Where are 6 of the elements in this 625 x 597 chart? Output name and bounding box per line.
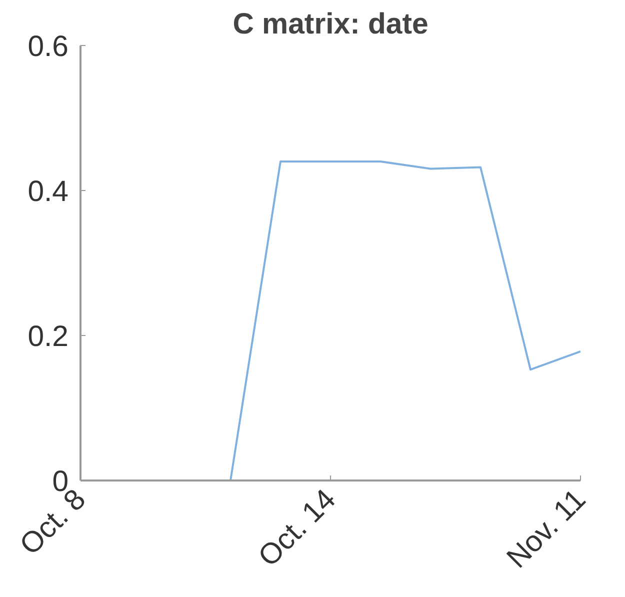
- x-tick-label: Oct. 14: [252, 482, 342, 574]
- y-tick-label: 0.4: [28, 175, 69, 208]
- chart-title: C matrix: date: [232, 8, 428, 40]
- y-tick-label: 0.6: [28, 30, 69, 63]
- y-tick-label: 0.2: [28, 320, 69, 353]
- x-tick-label: Nov. 11: [500, 482, 592, 575]
